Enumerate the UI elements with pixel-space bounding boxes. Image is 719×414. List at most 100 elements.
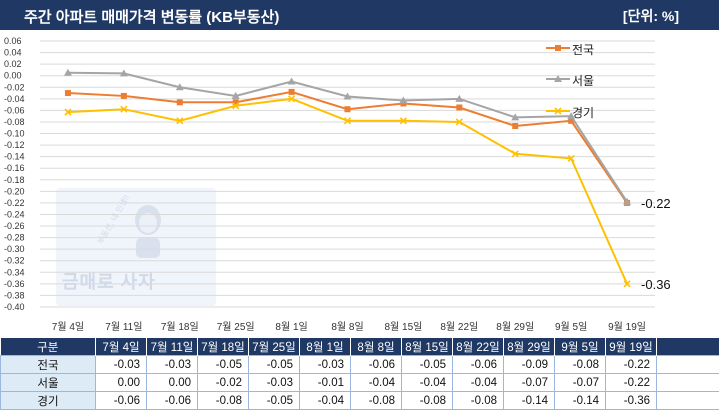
- data-point: [64, 108, 72, 116]
- x-tick-label: 8월 1일: [275, 321, 307, 333]
- data-point: [119, 69, 128, 77]
- table-cell: -0.09: [503, 355, 555, 374]
- x-tick-label: 9월 19일: [608, 321, 646, 333]
- table-cell: -0.04: [299, 391, 351, 410]
- table-cell: -0.01: [299, 373, 351, 392]
- unit-label: [단위: %]: [622, 8, 679, 24]
- data-table: 구분 7월 4일 7월 11일 7월 18일 7월 25일 8월 1일 8월 8…: [0, 338, 719, 410]
- y-tick-label: -0.22: [4, 198, 25, 208]
- data-point: [64, 90, 71, 97]
- x-tick-label: 9월 5일: [555, 321, 587, 333]
- table-row: 전국 -0.03 -0.03 -0.05 -0.05 -0.03 -0.06 -…: [0, 355, 719, 374]
- x-tick-label: 7월 25일: [217, 321, 255, 333]
- watermark-character-icon: [135, 205, 161, 258]
- table-header-cell: 7월 18일: [197, 338, 249, 356]
- legend-item-jeonguk: 전국: [546, 40, 636, 57]
- data-point: [399, 117, 407, 125]
- table-cell: -0.05: [401, 355, 453, 374]
- table-cell: -0.08: [401, 391, 453, 410]
- table-header-cell: 7월 25일: [248, 338, 300, 356]
- table-cell: -0.06: [350, 355, 402, 374]
- data-point: [175, 83, 184, 91]
- y-tick-label: -0.10: [4, 129, 25, 139]
- x-tick-label: 7월 18일: [161, 321, 199, 333]
- data-point: [455, 118, 463, 126]
- table-cell: -0.22: [605, 373, 657, 392]
- table-header-cell: 8월 8일: [350, 338, 402, 356]
- legend-x-icon: [546, 107, 570, 115]
- x-tick-label: 8월 15일: [384, 321, 422, 333]
- table-header-cell: 8월 29일: [503, 338, 555, 356]
- legend-label: 전국: [572, 43, 595, 57]
- table-row: 경기 -0.06 -0.06 -0.08 -0.05 -0.04 -0.08 -…: [0, 391, 719, 410]
- row-label: 전국: [0, 355, 96, 374]
- y-tick-label: -0.06: [4, 105, 25, 115]
- table-cell: -0.05: [248, 355, 300, 374]
- table-filler-cell: [656, 355, 719, 374]
- data-point: [456, 104, 463, 111]
- page-title: 주간 아파트 매매가격 변동률 (KB부동산): [24, 9, 280, 26]
- y-tick-label: -0.26: [4, 221, 25, 231]
- table-cell: -0.36: [605, 391, 657, 410]
- y-tick-label: -0.20: [4, 186, 25, 196]
- table-row: 서울 0.00 0.00 -0.02 -0.03 -0.01 -0.04 -0.…: [0, 373, 719, 392]
- data-point: [343, 117, 352, 125]
- table-header-cell: 7월 11일: [146, 338, 198, 356]
- line-chart: 0.06 0.040.02 0.00-0.02 -0.04-0.06 -0.08 -0.1…: [4, 36, 671, 333]
- data-point: [512, 123, 519, 130]
- table-filler-cell: [656, 373, 719, 392]
- watermark-brand: 금매로 사자: [62, 272, 156, 292]
- table-cell: -0.03: [299, 355, 351, 374]
- data-point: [288, 95, 296, 103]
- table-cell: 0.00: [95, 373, 147, 392]
- table-cell: -0.07: [503, 373, 555, 392]
- y-tick-label: -0.24: [4, 209, 25, 219]
- data-point: [344, 106, 351, 113]
- x-tick-label: 8월 29일: [496, 321, 534, 333]
- table-cell: -0.14: [503, 391, 555, 410]
- table-cell: -0.05: [248, 391, 300, 410]
- data-point: [511, 113, 520, 121]
- table-cell: -0.03: [146, 355, 198, 374]
- table-cell: -0.04: [452, 373, 504, 392]
- legend-label: 서울: [572, 74, 595, 88]
- data-point: [399, 96, 408, 104]
- table-cell: -0.06: [452, 355, 504, 374]
- table-cell: -0.14: [554, 391, 606, 410]
- y-tick-label: -0.34: [4, 267, 25, 277]
- table-cell: -0.04: [401, 373, 453, 392]
- data-point: [176, 99, 183, 106]
- watermark: 부동산, 내 인생!! 금매로 사자: [56, 188, 216, 306]
- y-tick-label: 0.02: [4, 59, 22, 69]
- y-tick-label: 0.00: [4, 71, 22, 81]
- data-point: [176, 117, 184, 125]
- data-point: [232, 99, 239, 106]
- y-tick-label: -0.38: [4, 290, 25, 300]
- y-tick-label: -0.28: [4, 233, 25, 243]
- legend-item-seoul: 서울: [546, 71, 636, 88]
- data-point: [511, 150, 519, 158]
- y-tick-label: -0.32: [4, 256, 25, 266]
- data-label: -0.36: [641, 277, 671, 292]
- table-header-cell: 9월 5일: [554, 338, 606, 356]
- data-labels: -0.22 -0.36: [641, 196, 671, 292]
- y-tick-label: -0.30: [4, 244, 25, 254]
- y-tick-label: -0.40: [4, 302, 25, 312]
- data-point: [455, 94, 464, 102]
- legend-square-icon: [546, 45, 570, 51]
- table-cell: -0.06: [95, 391, 147, 410]
- data-point: [568, 117, 575, 124]
- data-point: [120, 92, 127, 99]
- data-point: [343, 92, 352, 100]
- data-point: [567, 112, 576, 120]
- table-header-cell: 8월 22일: [452, 338, 504, 356]
- row-label: 서울: [0, 373, 96, 392]
- table-cell: -0.03: [95, 355, 147, 374]
- table-cell: -0.02: [197, 373, 249, 392]
- table-header-cell: 8월 1일: [299, 338, 351, 356]
- table-header-cell: 구분: [0, 338, 96, 356]
- x-tick-label: 8월 8일: [331, 321, 363, 333]
- data-point: [63, 68, 72, 76]
- data-point: [232, 102, 240, 110]
- chart-series: [63, 68, 632, 288]
